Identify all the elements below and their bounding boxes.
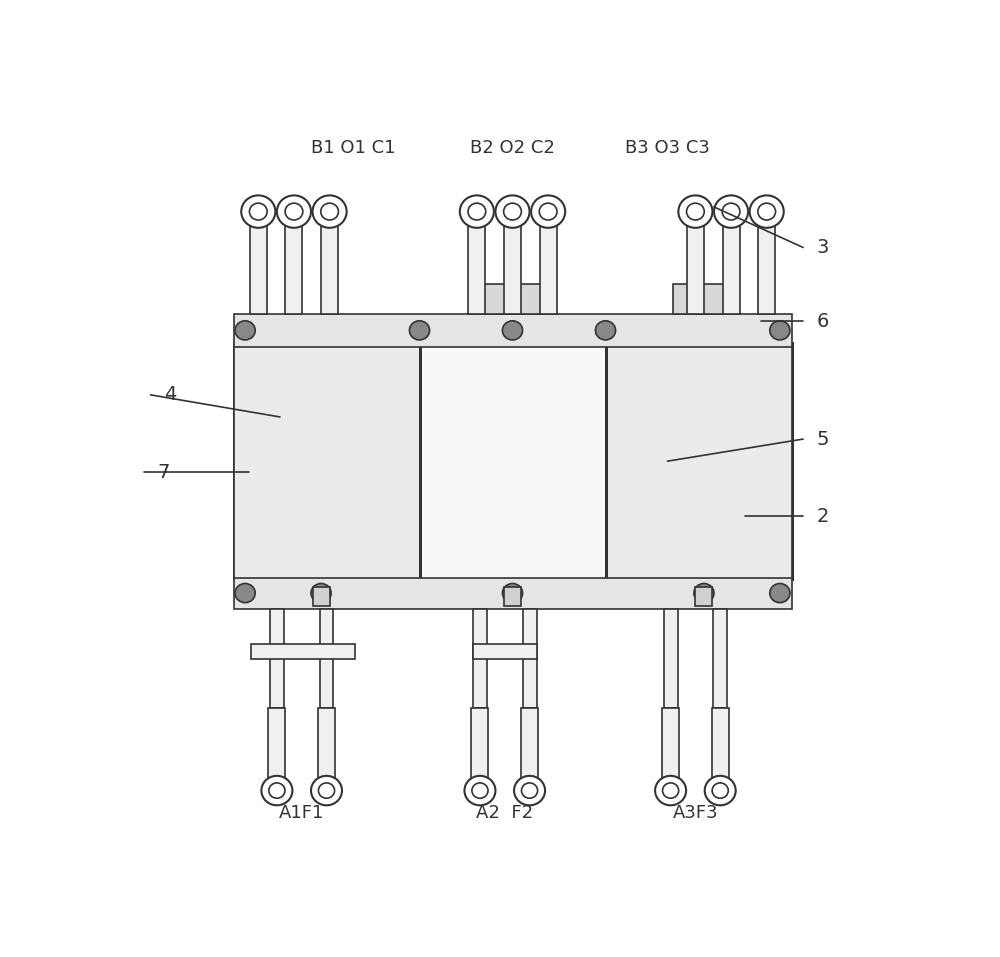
Circle shape <box>514 776 545 805</box>
Circle shape <box>311 776 342 805</box>
Bar <box>471 708 488 778</box>
Circle shape <box>502 321 523 340</box>
Text: B2 O2 C2: B2 O2 C2 <box>470 139 555 157</box>
Bar <box>268 708 285 778</box>
Bar <box>504 225 521 314</box>
Bar <box>313 588 330 606</box>
Circle shape <box>694 584 714 603</box>
Bar <box>695 588 712 606</box>
Bar <box>473 609 487 708</box>
Circle shape <box>655 776 686 805</box>
Circle shape <box>531 195 565 228</box>
Circle shape <box>502 584 523 603</box>
Bar <box>270 609 284 708</box>
Bar <box>285 225 302 314</box>
Bar <box>483 284 542 314</box>
Bar <box>420 344 606 579</box>
Bar <box>540 225 557 314</box>
Circle shape <box>595 321 616 340</box>
Circle shape <box>712 783 728 798</box>
Circle shape <box>235 584 255 603</box>
Text: B3 O3 C3: B3 O3 C3 <box>625 139 710 157</box>
Circle shape <box>241 195 275 228</box>
Circle shape <box>504 203 521 220</box>
Circle shape <box>460 195 494 228</box>
Circle shape <box>663 783 679 798</box>
Circle shape <box>758 203 776 220</box>
Circle shape <box>521 783 538 798</box>
Bar <box>712 708 729 778</box>
Bar <box>251 644 355 658</box>
Text: 7: 7 <box>158 463 170 481</box>
Text: 6: 6 <box>816 312 829 331</box>
Bar <box>504 588 521 606</box>
Bar <box>234 314 792 347</box>
Circle shape <box>714 195 748 228</box>
Bar <box>606 344 792 579</box>
Circle shape <box>722 203 740 220</box>
Text: 2: 2 <box>816 507 829 526</box>
Text: B1 O1 C1: B1 O1 C1 <box>311 139 396 157</box>
Circle shape <box>235 321 255 340</box>
Bar <box>758 225 775 314</box>
Bar <box>234 578 792 609</box>
Bar <box>473 644 537 658</box>
Circle shape <box>687 203 704 220</box>
Bar <box>687 225 704 314</box>
Circle shape <box>539 203 557 220</box>
Circle shape <box>472 783 488 798</box>
Text: 4: 4 <box>164 386 176 405</box>
Circle shape <box>285 203 303 220</box>
Bar <box>664 609 678 708</box>
Bar <box>662 708 679 778</box>
Bar <box>320 609 333 708</box>
Text: 3: 3 <box>816 238 829 257</box>
Bar <box>234 344 420 579</box>
Circle shape <box>464 776 495 805</box>
Circle shape <box>277 195 311 228</box>
Circle shape <box>313 195 347 228</box>
Text: A2  F2: A2 F2 <box>476 805 533 822</box>
Circle shape <box>750 195 784 228</box>
Text: 5: 5 <box>816 430 829 449</box>
Circle shape <box>770 584 790 603</box>
Circle shape <box>495 195 530 228</box>
Bar <box>318 708 335 778</box>
Bar <box>673 284 724 314</box>
Bar <box>521 708 538 778</box>
Bar <box>234 344 792 579</box>
Text: A1F1: A1F1 <box>279 805 324 822</box>
Bar <box>468 225 485 314</box>
Bar <box>723 225 740 314</box>
Bar <box>713 609 727 708</box>
Text: A3F3: A3F3 <box>673 805 718 822</box>
Circle shape <box>468 203 486 220</box>
Circle shape <box>770 321 790 340</box>
Circle shape <box>261 776 292 805</box>
Circle shape <box>678 195 712 228</box>
Circle shape <box>321 203 338 220</box>
Circle shape <box>409 321 430 340</box>
Circle shape <box>705 776 736 805</box>
Bar <box>523 609 537 708</box>
Bar <box>250 225 267 314</box>
Circle shape <box>269 783 285 798</box>
Circle shape <box>311 584 331 603</box>
Circle shape <box>318 783 335 798</box>
Bar <box>321 225 338 314</box>
Circle shape <box>249 203 267 220</box>
